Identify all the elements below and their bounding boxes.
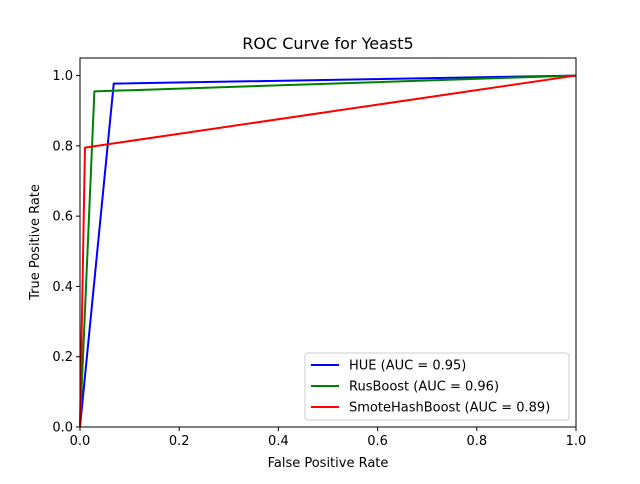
x-tick-label: 1.0 — [566, 434, 587, 449]
y-tick-label: 0.2 — [52, 350, 73, 365]
y-tick-label: 0.4 — [52, 280, 73, 295]
y-tick-label: 0.8 — [52, 139, 73, 154]
legend-label-1: RusBoost (AUC = 0.96) — [349, 380, 499, 395]
series-line-1 — [79, 74, 577, 428]
y-tick-label: 0.0 — [52, 421, 73, 436]
x-tick-label: 0.2 — [169, 434, 190, 449]
x-tick-label: 0.4 — [268, 434, 289, 449]
series-line-2 — [79, 74, 577, 428]
plot-area — [79, 74, 577, 428]
x-axis: 0.0 0.2 0.4 0.6 0.8 1.0 — [70, 427, 587, 449]
chart-title: ROC Curve for Yeast5 — [242, 34, 413, 53]
series-line-0 — [79, 74, 577, 428]
legend: HUE (AUC = 0.95) RusBoost (AUC = 0.96) Smo… — [304, 352, 570, 421]
x-tick-label: 0.8 — [466, 434, 487, 449]
legend-box — [304, 352, 570, 421]
y-tick-label: 0.6 — [52, 210, 73, 225]
y-axis-label: True Positive Rate — [28, 184, 43, 301]
y-tick-label: 1.0 — [52, 69, 73, 84]
y-axis: 0.0 0.2 0.4 0.6 0.8 1.0 — [52, 69, 80, 436]
x-axis-label: False Positive Rate — [268, 456, 389, 471]
x-tick-label: 0.0 — [70, 434, 91, 449]
plot-frame — [79, 57, 577, 428]
x-tick-label: 0.6 — [367, 434, 388, 449]
legend-label-2: SmoteHashBoost (AUC = 0.89) — [349, 401, 550, 416]
legend-label-0: HUE (AUC = 0.95) — [349, 359, 466, 374]
